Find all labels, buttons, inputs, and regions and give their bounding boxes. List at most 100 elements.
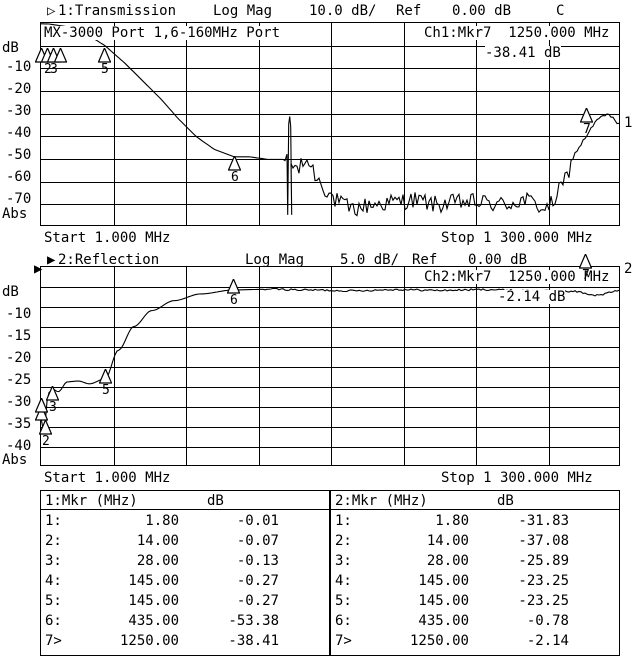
channel1-ytick-0: -10 bbox=[6, 59, 32, 75]
channel2-active-marker-freq: Ch2:Mkr7 1250.000 MHz bbox=[424, 269, 610, 285]
grid-vline bbox=[549, 267, 550, 465]
grid-vline bbox=[114, 23, 115, 225]
marker-3-icon[interactable] bbox=[46, 386, 59, 401]
marker-frequency: 1.80 bbox=[435, 513, 469, 529]
grid-hline bbox=[41, 46, 619, 47]
marker-6-label: 6 bbox=[231, 170, 239, 185]
channel1-start-frequency[interactable]: Start 1.000 MHz bbox=[44, 230, 171, 246]
marker-row[interactable]: 6: 435.00 -0.78 bbox=[331, 611, 619, 631]
marker-index: 4: bbox=[45, 573, 62, 589]
marker-row[interactable]: 1: 1.80 -0.01 bbox=[41, 511, 329, 531]
marker-6-icon[interactable] bbox=[227, 279, 240, 294]
channel2-active-marker-value: -2.14 dB bbox=[498, 289, 566, 305]
marker-row[interactable]: 4: 145.00 -0.27 bbox=[41, 571, 329, 591]
channel1-stop-frequency[interactable]: Stop 1 300.000 MHz bbox=[441, 230, 593, 246]
channel2-ref-value[interactable]: 0.00 dB bbox=[468, 252, 528, 268]
marker-frequency: 145.00 bbox=[418, 573, 469, 589]
channel2-ytick-2: -20 bbox=[6, 350, 32, 366]
marker-index: 6: bbox=[335, 613, 352, 629]
marker-1-icon[interactable] bbox=[35, 406, 48, 421]
channel1-marker-cursor-icon: ▷ bbox=[47, 3, 56, 19]
grid-hline bbox=[41, 182, 619, 183]
grid-hline bbox=[41, 114, 619, 115]
marker-index: 5: bbox=[335, 593, 352, 609]
grid-vline bbox=[549, 23, 550, 225]
marker-value: -0.13 bbox=[236, 553, 279, 569]
marker-row[interactable]: 7> 1250.00 -2.14 bbox=[331, 631, 619, 651]
marker-frequency: 1250.00 bbox=[409, 633, 469, 649]
grid-hline bbox=[41, 427, 619, 428]
channel2-tag: 2 bbox=[624, 261, 633, 277]
marker-row[interactable]: 2: 14.00 -0.07 bbox=[41, 531, 329, 551]
marker-6-icon[interactable] bbox=[228, 156, 241, 171]
marker-5-icon[interactable] bbox=[98, 48, 111, 63]
channel2-active-cursor-icon: ▶ bbox=[47, 252, 56, 268]
marker-5-label: 5 bbox=[102, 383, 110, 398]
marker-index: 3: bbox=[45, 553, 62, 569]
grid-vline bbox=[186, 23, 187, 225]
marker-frequency: 435.00 bbox=[128, 613, 179, 629]
channel2-title[interactable]: 2:Reflection bbox=[58, 252, 160, 268]
marker-frequency: 28.00 bbox=[426, 553, 469, 569]
marker-row[interactable]: 6: 435.00 -53.38 bbox=[41, 611, 329, 631]
grid-hline bbox=[41, 447, 619, 448]
marker-5-icon[interactable] bbox=[99, 369, 112, 384]
channel1-ref-value[interactable]: 0.00 dB bbox=[452, 3, 512, 19]
marker-4-icon[interactable] bbox=[35, 398, 48, 413]
marker-table-channel2: 2:Mkr (MHz) dB 1: 1.80 -31.83 2: 14.00 -37.08… bbox=[330, 490, 620, 656]
channel1-format[interactable]: Log Mag bbox=[213, 3, 273, 19]
marker-value: -0.27 bbox=[236, 593, 279, 609]
marker-frequency: 145.00 bbox=[418, 593, 469, 609]
marker-3-label: 3 bbox=[50, 62, 58, 77]
channel1-y-mode: Abs bbox=[2, 206, 28, 222]
grid-hline bbox=[41, 91, 619, 92]
grid-hline bbox=[41, 387, 619, 388]
marker-7-icon[interactable] bbox=[579, 254, 592, 269]
channel2-start-frequency[interactable]: Start 1.000 MHz bbox=[44, 470, 171, 486]
marker-value: -0.27 bbox=[236, 573, 279, 589]
channel2-format[interactable]: Log Mag bbox=[245, 252, 305, 268]
marker-row[interactable]: 3: 28.00 -0.13 bbox=[41, 551, 329, 571]
marker-row[interactable]: 5: 145.00 -0.27 bbox=[41, 591, 329, 611]
channel1-active-marker-value: -38.41 dB bbox=[485, 45, 561, 61]
channel2-y-unit: dB bbox=[2, 284, 19, 300]
marker-7-icon[interactable] bbox=[580, 108, 593, 123]
marker-row[interactable]: 5: 145.00 -23.25 bbox=[331, 591, 619, 611]
channel1-title[interactable]: 1:Transmission bbox=[58, 3, 177, 19]
marker-row[interactable]: 2: 14.00 -37.08 bbox=[331, 531, 619, 551]
grid-hline bbox=[41, 204, 619, 205]
device-title: MX-3000 Port 1,6-160MHz Port bbox=[44, 25, 281, 41]
marker-table-2-header: 2:Mkr (MHz) dB bbox=[331, 491, 619, 510]
channel1-active-marker-freq: Ch1:Mkr7 1250.000 MHz bbox=[424, 25, 610, 41]
marker-row[interactable]: 7> 1250.00 -38.41 bbox=[41, 631, 329, 651]
marker-value: -53.38 bbox=[228, 613, 279, 629]
channel2-ref-label: Ref bbox=[412, 252, 438, 268]
marker-4-icon[interactable] bbox=[54, 48, 67, 63]
marker-frequency: 14.00 bbox=[136, 533, 179, 549]
marker-row[interactable]: 4: 145.00 -23.25 bbox=[331, 571, 619, 591]
marker-value: -38.41 bbox=[228, 633, 279, 649]
marker-table-2-col-value: dB bbox=[497, 493, 514, 509]
marker-7-label: 7 bbox=[582, 268, 590, 283]
marker-2-icon[interactable] bbox=[39, 420, 52, 435]
channel2-stop-frequency[interactable]: Stop 1 300.000 MHz bbox=[441, 470, 593, 486]
grid-vline bbox=[331, 23, 332, 225]
marker-index: 4: bbox=[335, 573, 352, 589]
grid-hline bbox=[41, 159, 619, 160]
marker-row[interactable]: 1: 1.80 -31.83 bbox=[331, 511, 619, 531]
grid-hline bbox=[41, 136, 619, 137]
marker-row[interactable]: 3: 28.00 -25.89 bbox=[331, 551, 619, 571]
marker-index: 6: bbox=[45, 613, 62, 629]
channel1-scale[interactable]: 10.0 dB/ bbox=[309, 3, 377, 19]
marker-2-label: 2 bbox=[42, 434, 50, 449]
channel2-ytick-3: -25 bbox=[6, 372, 32, 388]
marker-index: 3: bbox=[335, 553, 352, 569]
channel2-y-mode: Abs bbox=[2, 452, 28, 468]
marker-table-channel1: 1:Mkr (MHz) dB 1: 1.80 -0.01 2: 14.00 -0.07 3:… bbox=[40, 490, 330, 656]
channel1-correction-flag: C bbox=[556, 3, 565, 19]
channel2-scale[interactable]: 5.0 dB/ bbox=[340, 252, 400, 268]
channel1-ref-label: Ref bbox=[396, 3, 422, 19]
grid-vline bbox=[331, 267, 332, 465]
marker-table-2-title: 2:Mkr (MHz) bbox=[335, 493, 428, 509]
marker-index: 5: bbox=[45, 593, 62, 609]
